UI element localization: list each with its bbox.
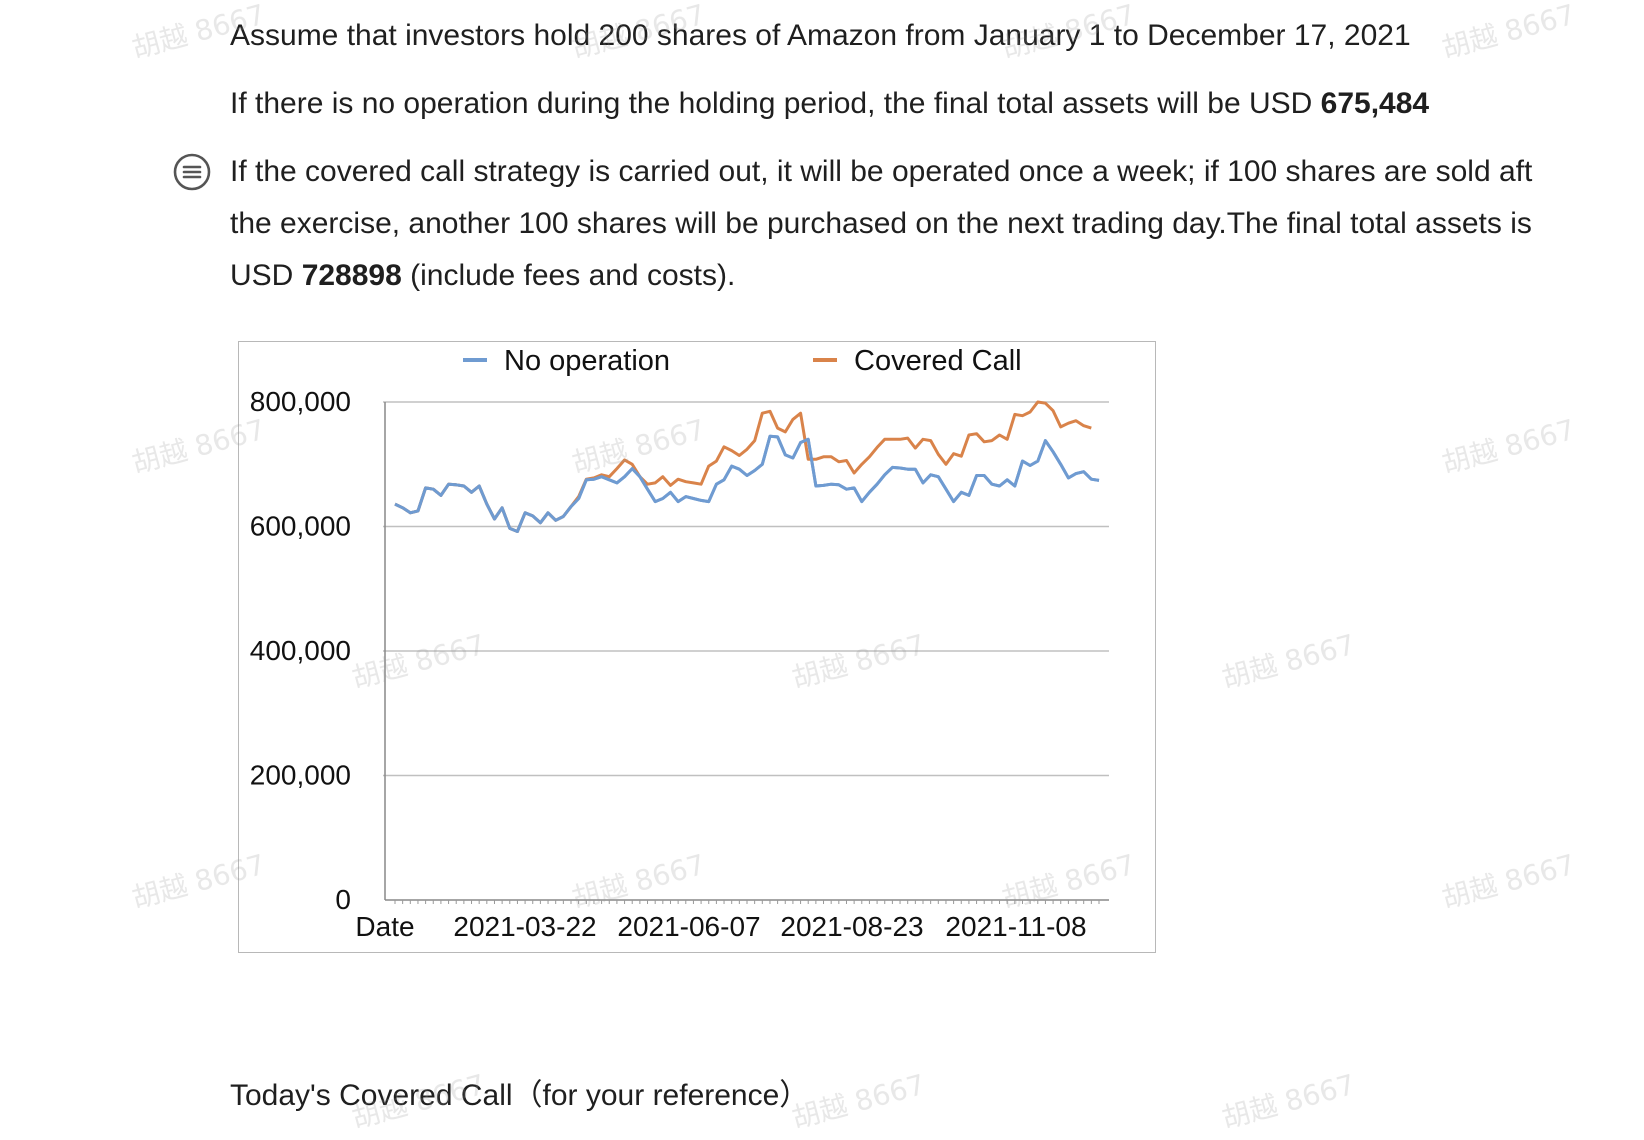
watermark: 胡越 8667 xyxy=(1438,847,1579,916)
y-tick-label: 400,000 xyxy=(250,635,351,666)
covered-call-line-2: the exercise, another 100 shares will be… xyxy=(230,207,1532,240)
x-tick-label: 2021-06-07 xyxy=(617,911,760,942)
no-operation-result-text: If there is no operation during the hold… xyxy=(230,78,1429,130)
watermark: 胡越 8667 xyxy=(1438,412,1579,481)
covered-call-line-3: USD 728898 (include fees and costs). xyxy=(230,250,1532,302)
watermark: 胡越 8667 xyxy=(1438,0,1579,66)
x-tick-label: 2021-11-08 xyxy=(945,911,1086,942)
y-tick-label: 800,000 xyxy=(250,386,351,417)
holding-assumption-text: Assume that investors hold 200 shares of… xyxy=(230,19,1411,52)
y-tick-label: 0 xyxy=(335,884,351,915)
watermark: 胡越 8667 xyxy=(1218,1067,1359,1136)
covered-call-line-3-prefix: USD xyxy=(230,259,302,292)
covered-call-line-3-suffix: (include fees and costs). xyxy=(401,259,736,292)
y-tick-label: 600,000 xyxy=(250,511,351,542)
comment-icon[interactable] xyxy=(172,152,212,192)
series-line-no-operation-overlay xyxy=(394,434,1100,533)
x-axis-label: Date xyxy=(355,911,414,942)
todays-covered-call-heading: Today's Covered Call（for your reference） xyxy=(230,1079,810,1112)
legend-label: No operation xyxy=(504,345,670,377)
y-tick-label: 200,000 xyxy=(250,760,351,791)
x-tick-label: 2021-03-22 xyxy=(453,911,596,942)
watermark: 胡越 8667 xyxy=(1218,627,1359,696)
no-operation-result-prefix: If there is no operation during the hold… xyxy=(230,87,1321,120)
covered-call-final-assets: 728898 xyxy=(301,259,402,292)
legend-label: Covered Call xyxy=(854,345,1022,377)
chart-svg: 0 200,000 400,000 600,000 800,000 Date 2021-03… xyxy=(250,345,1109,942)
no-operation-final-assets: 675,484 xyxy=(1320,87,1430,120)
x-tick-label: 2021-08-23 xyxy=(780,911,923,942)
assets-comparison-chart: 0 200,000 400,000 600,000 800,000 Date 2021-03… xyxy=(238,341,1156,953)
covered-call-line-1: If the covered call strategy is carried … xyxy=(230,155,1533,188)
covered-call-result-text: If the covered call strategy is carried … xyxy=(230,146,1532,302)
